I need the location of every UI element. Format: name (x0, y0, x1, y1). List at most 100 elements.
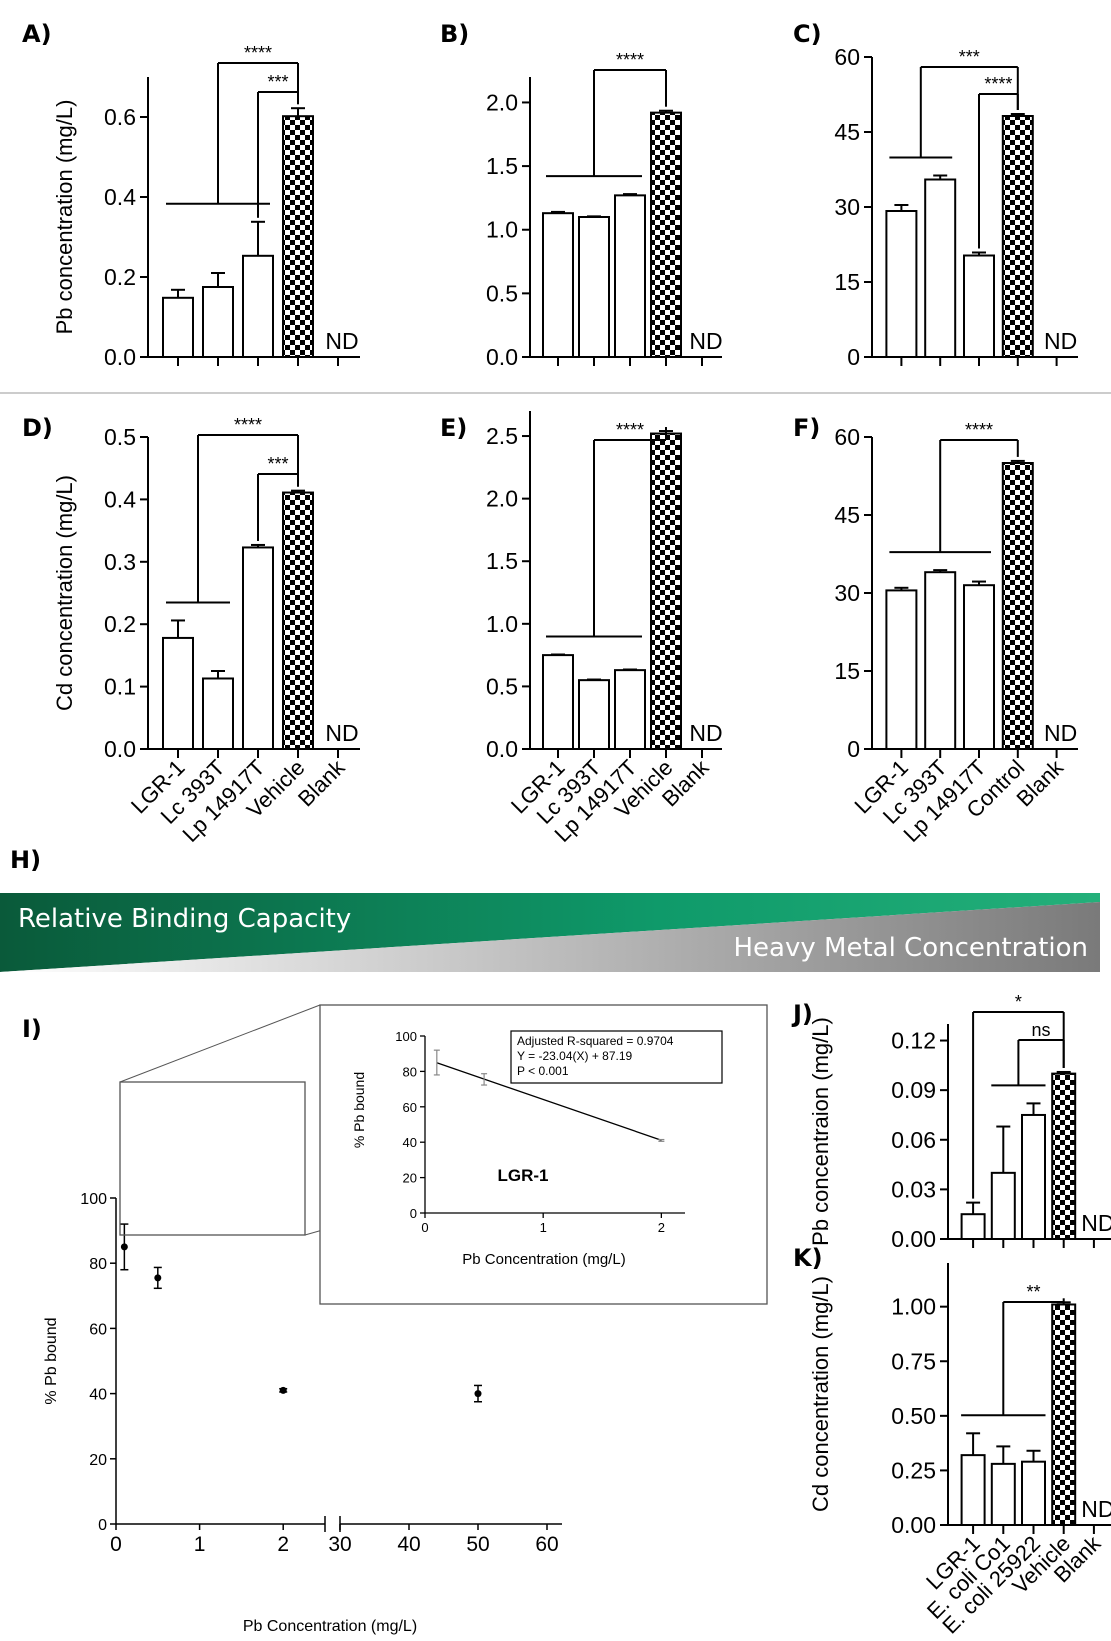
banner-gray-wedge (0, 902, 1100, 972)
y-axis-label: Pb concentraion (mg/L) (808, 1017, 833, 1246)
inset-y-tick-label: 80 (403, 1064, 417, 1079)
bar-control (650, 432, 682, 750)
y-tick-label: 0.0 (104, 736, 136, 762)
y-tick-label: 80 (89, 1256, 107, 1273)
zoom-box (119, 1081, 306, 1236)
nd-label: ND (1044, 328, 1077, 354)
y-tick-label: 0.00 (891, 1512, 936, 1538)
y-tick-label: 15 (834, 269, 860, 295)
x-tick-label: 50 (466, 1533, 489, 1556)
y-tick-label: 0.2 (104, 264, 136, 290)
data-point (120, 1243, 128, 1251)
bar-control (282, 115, 314, 358)
y-tick-label: 40 (89, 1387, 107, 1404)
y-tick-label: 0.2 (104, 611, 136, 637)
panel-label-k: K) (793, 1244, 823, 1272)
x-axis-label: Pb Concentration (mg/L) (243, 1618, 417, 1635)
significance-label: **** (984, 74, 1012, 94)
bar (202, 677, 234, 750)
bar-control (1001, 462, 1034, 750)
y-tick-label: 0.25 (891, 1457, 936, 1483)
y-tick-label: 0.5 (486, 673, 518, 699)
y-tick-label: 15 (834, 658, 860, 684)
bar (885, 589, 918, 751)
y-tick-label: 0.4 (104, 486, 136, 512)
y-tick-label: 45 (834, 119, 860, 145)
inset-y-tick-label: 100 (395, 1029, 417, 1044)
inset-x-axis-label: Pb Concentration (mg/L) (462, 1251, 625, 1268)
y-tick-label: 1.5 (486, 153, 518, 179)
inset-title: LGR-1 (498, 1166, 549, 1185)
y-tick-label: 30 (834, 194, 860, 220)
panel-label-h: H) (10, 846, 41, 874)
y-tick-label: 1.0 (486, 611, 518, 637)
significance-label: **** (616, 50, 644, 70)
y-tick-label: 0.3 (104, 549, 136, 575)
bar (578, 679, 610, 750)
banner-bottom-text: Heavy Metal Concentration (734, 933, 1089, 963)
inset-x-tick-label: 1 (540, 1220, 547, 1235)
chart-panel-c: 0 15 30 45 60 ND ******* (834, 44, 1078, 370)
bar (242, 546, 274, 750)
y-tick-label: 0.5 (486, 280, 518, 306)
bar (614, 194, 646, 358)
y-tick-label: 2.0 (486, 89, 518, 115)
chart-panel-d: 0.0 0.1 0.2 0.3 0.4 0.5 Cd concentration (mg/L… (52, 415, 360, 847)
nd-label: ND (1081, 1496, 1111, 1522)
chart-panel-b: 0.0 0.5 1.0 1.5 2.0 ND **** (486, 50, 723, 370)
panel-label-b: B) (440, 20, 469, 48)
y-axis-label: Cd concentration (mg/L) (52, 475, 77, 711)
bar (202, 286, 234, 358)
bar (963, 254, 995, 358)
y-tick-label: 0.1 (104, 674, 136, 700)
x-tick-label: 40 (397, 1533, 420, 1556)
panel-label-e: E) (440, 414, 467, 442)
regression-line (436, 1062, 662, 1141)
bar-control (1051, 1072, 1077, 1240)
y-axis-label: % Pb bound (43, 1317, 60, 1404)
y-tick-label: 0.5 (104, 424, 136, 450)
bar (924, 178, 957, 358)
inset-y-axis-label: % Pb bound (351, 1072, 367, 1148)
y-tick-label: 60 (89, 1321, 107, 1338)
significance-label: **** (244, 43, 272, 63)
bar-control (1001, 115, 1034, 358)
inset-y-tick-label: 0 (410, 1206, 417, 1221)
chart-panel-a: 0.0 0.2 0.4 0.6 Pb concentration (mg/L) ND ***… (52, 43, 360, 370)
bar (162, 636, 194, 750)
banner-green-wedge (0, 893, 1100, 972)
significance-label: *** (267, 454, 288, 474)
panel-label-j: J) (791, 1000, 813, 1028)
y-tick-label: 0.0 (486, 344, 518, 370)
y-tick-label: 0.03 (891, 1176, 936, 1202)
chart-panel-j: 0.00 0.03 0.06 0.09 0.12 Pb concentraion (mg/… (808, 992, 1111, 1252)
bar-control (650, 111, 682, 358)
inset-y-tick-label: 20 (403, 1171, 417, 1186)
panel-label-a: A) (22, 20, 52, 48)
bar (614, 669, 646, 751)
inset-x-tick-label: 2 (658, 1220, 665, 1235)
bar (960, 1454, 986, 1526)
y-tick-label: 1.5 (486, 548, 518, 574)
y-tick-label: 1.00 (891, 1294, 936, 1320)
panel-label-c: C) (793, 20, 822, 48)
y-tick-label: 0 (98, 1517, 107, 1534)
bar (990, 1171, 1016, 1241)
y-tick-label: 45 (834, 502, 860, 528)
inset-x-tick-label: 0 (421, 1220, 428, 1235)
bar (542, 654, 574, 750)
bar (1021, 1460, 1046, 1527)
x-tick-label: 0 (110, 1533, 122, 1556)
bar (885, 210, 918, 358)
nd-label: ND (689, 328, 722, 354)
x-tick-label: 60 (535, 1533, 558, 1556)
stats-line: P < 0.001 (517, 1064, 569, 1078)
y-tick-label: 100 (80, 1191, 107, 1208)
y-tick-label: 30 (834, 580, 860, 606)
significance-label: **** (616, 420, 644, 440)
x-tick-label: 2 (277, 1533, 289, 1556)
